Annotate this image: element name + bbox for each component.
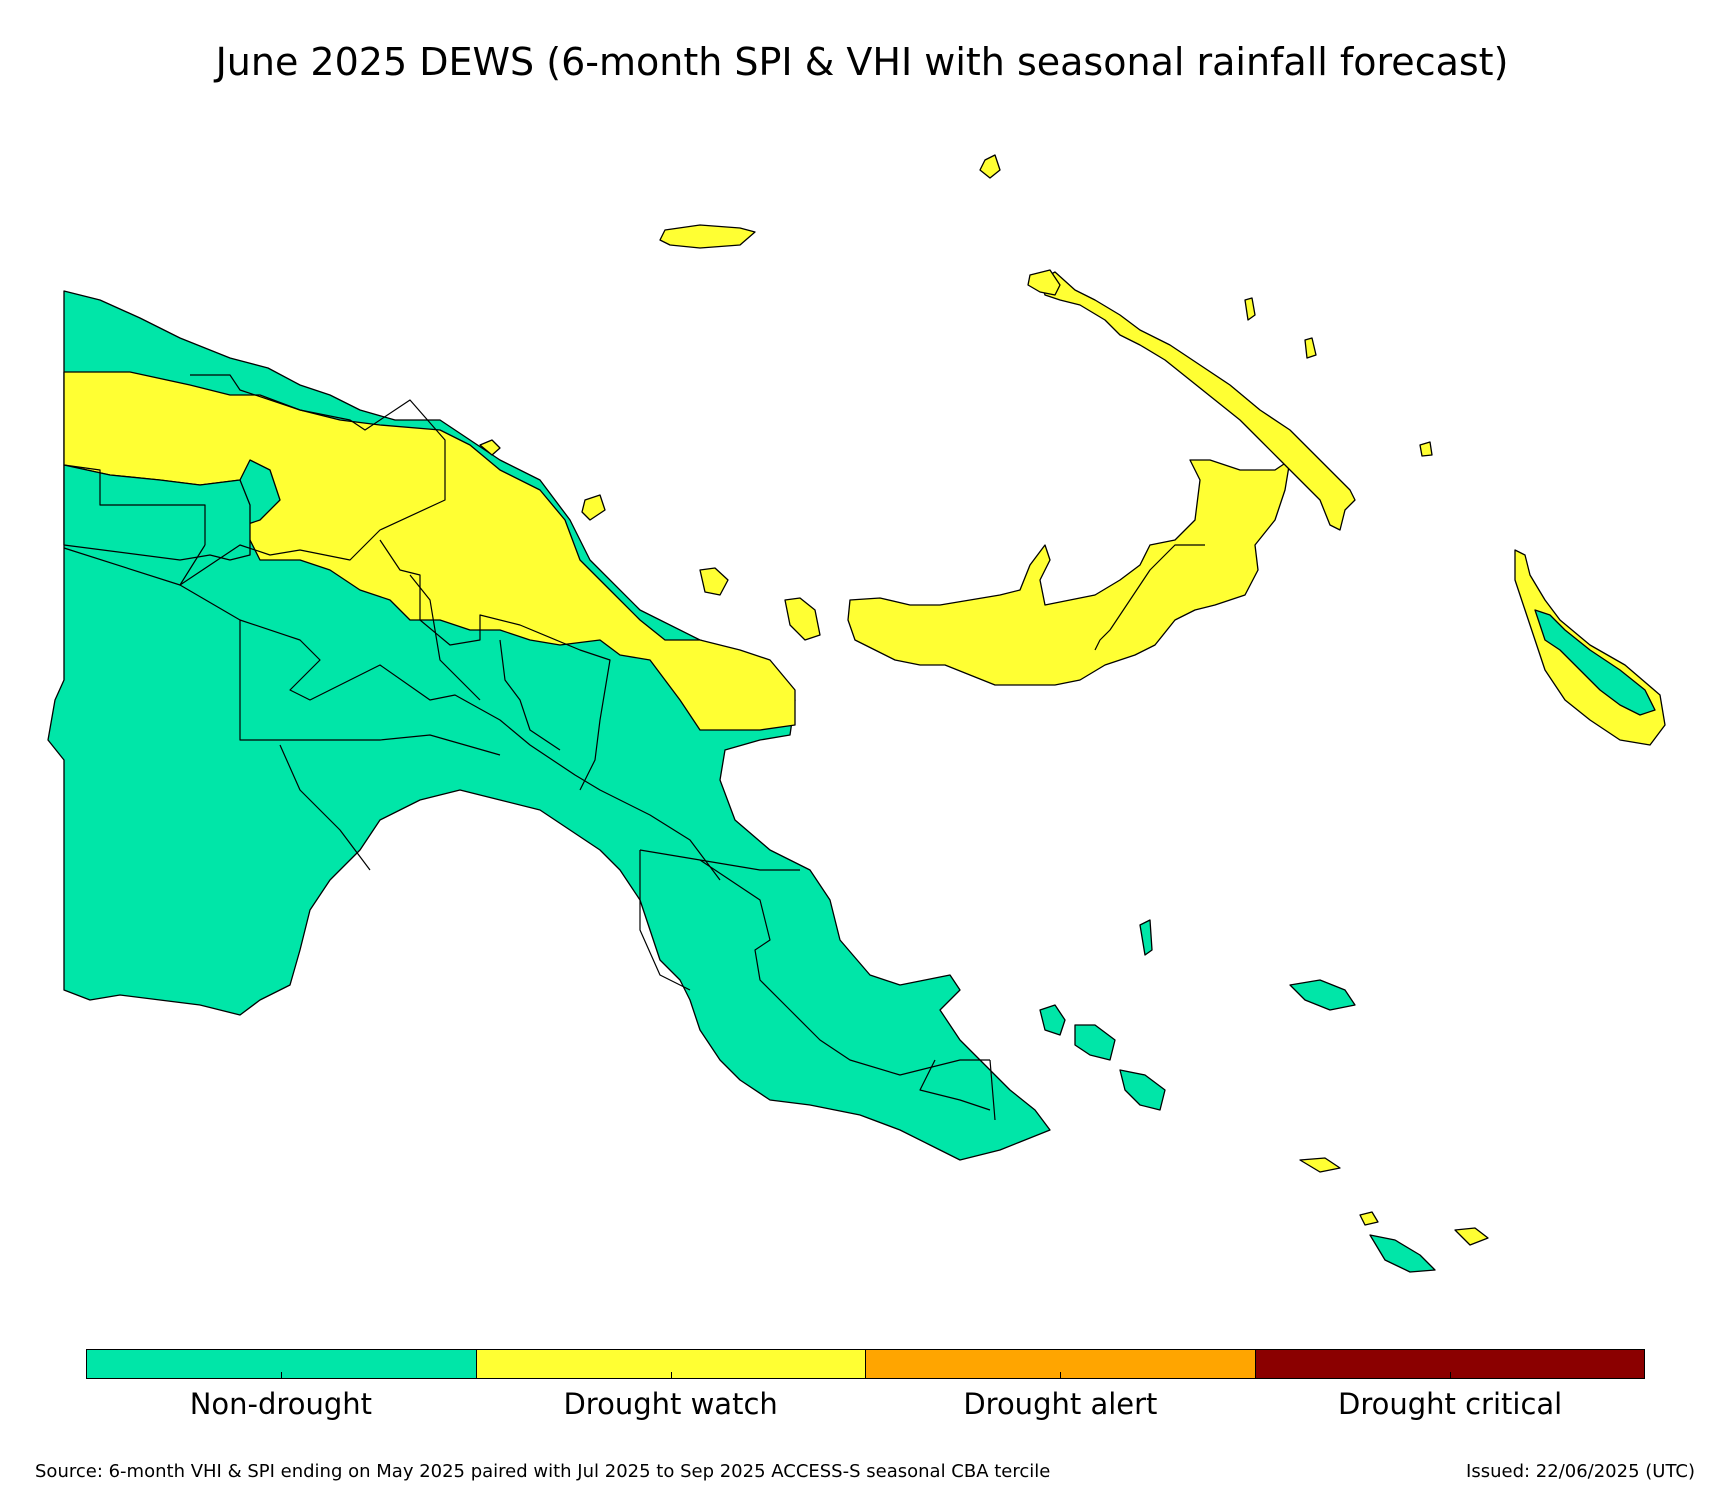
legend-label-non-drought: Non-drought [189, 1387, 372, 1421]
legend-label-drought-watch: Drought watch [563, 1387, 778, 1421]
manus-island [659, 224, 756, 249]
issued-date: Issued: 22/06/2025 (UTC) [1466, 1461, 1695, 1482]
legend-swatch-non-drought [87, 1350, 476, 1378]
bougainville [1514, 549, 1666, 746]
legend-colorbar [86, 1349, 1645, 1379]
mainland-non-strip [63, 464, 251, 561]
legend-label-drought-critical: Drought critical [1338, 1387, 1563, 1421]
legend-swatch-drought-watch [475, 1350, 865, 1378]
legend-swatch-drought-critical [1254, 1350, 1644, 1378]
map-title: June 2025 DEWS (6-month SPI & VHI with s… [215, 40, 1509, 84]
new-ireland [1039, 271, 1356, 531]
new-britain [847, 459, 1291, 686]
legend-swatch-drought-alert [865, 1350, 1255, 1378]
source-note: Source: 6-month VHI & SPI ending on May … [35, 1461, 1051, 1482]
legend-label-drought-alert: Drought alert [963, 1387, 1158, 1421]
mainland-watch-north [63, 371, 796, 731]
legend-labels: Non-drought Drought watch Drought alert … [86, 1386, 1645, 1426]
